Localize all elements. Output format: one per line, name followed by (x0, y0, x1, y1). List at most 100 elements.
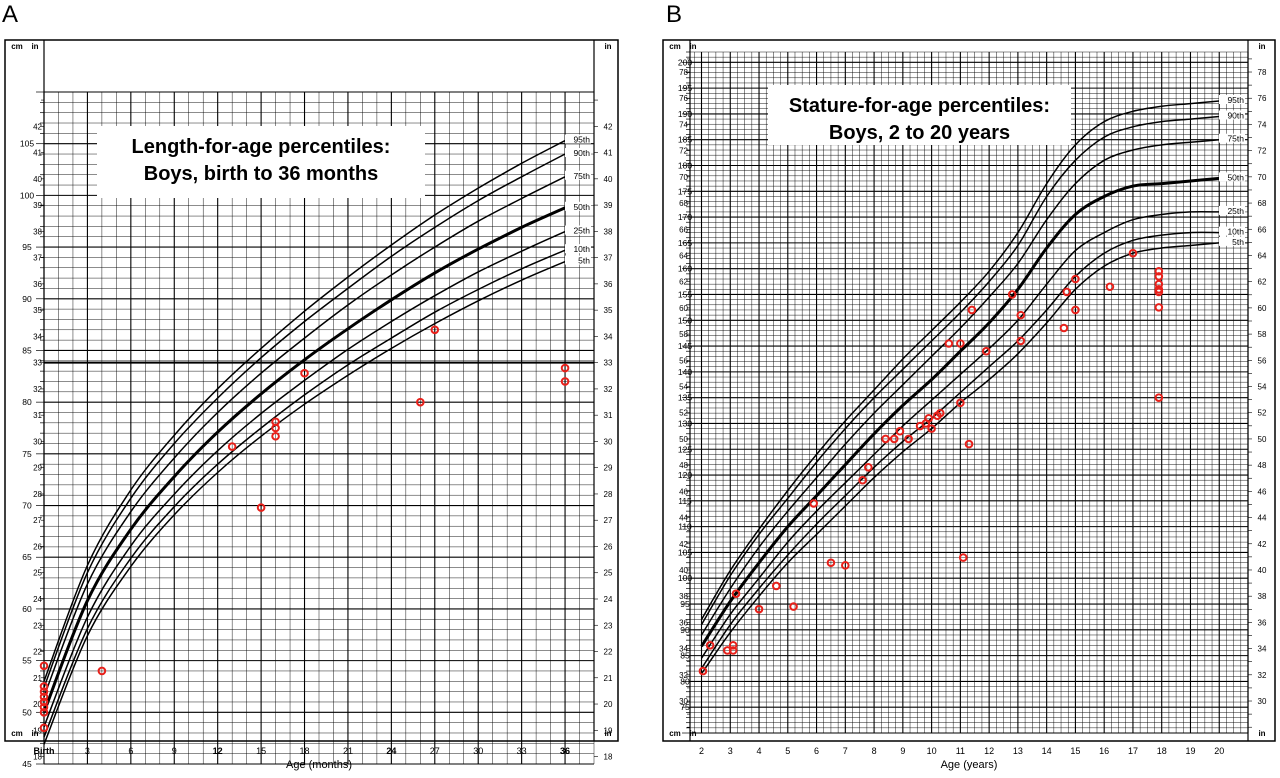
x-tick-label: 6 (128, 746, 133, 756)
chart-title-line: Stature-for-age percentiles: (789, 95, 1050, 117)
y-tick-label-cm: 65 (22, 552, 32, 562)
data-point (1154, 287, 1164, 297)
chart-title-line: Length-for-age percentiles: (132, 136, 391, 158)
percentile-label-bg (565, 255, 591, 265)
data-point (271, 431, 280, 441)
y-tick-label-in-left: 54 (679, 383, 688, 392)
x-tick-label: 36 (560, 746, 570, 756)
y-tick-label-in-left: 56 (679, 356, 688, 365)
x-tick-label: 13 (1013, 746, 1023, 756)
x-tick-label: 5 (785, 746, 790, 756)
y-tick-label-in-right: 70 (1258, 173, 1267, 182)
data-point (881, 434, 890, 444)
y-tick-label-in-left: 26 (33, 542, 42, 551)
percentile-curve-75th (43, 176, 566, 698)
y-tick-label-in-left: 42 (33, 122, 42, 131)
y-tick-label-in-left: 19 (33, 726, 42, 735)
percentile-curve-90th (700, 115, 1220, 626)
percentile-label-bg (1219, 95, 1245, 105)
y-tick-label-cm: 50 (22, 707, 32, 717)
x-axis-label: Age (years) (941, 759, 998, 771)
y-tick-label-in-right: 38 (1258, 592, 1267, 601)
y-tick-label-in-left: 46 (679, 487, 688, 496)
percentile-label-90th: 90th (573, 148, 590, 158)
percentile-label-75th: 75th (573, 171, 590, 181)
y-tick-label-in-left: 27 (33, 516, 42, 525)
y-tick-label-cm: 105 (20, 139, 34, 149)
unit-label-in-right-bottom: in (604, 729, 611, 738)
y-tick-label-in-right: 78 (1258, 68, 1267, 77)
unit-label-in-top: in (689, 42, 696, 51)
y-tick-label-in-left: 40 (33, 175, 42, 184)
unit-label-cm-bottom: cm (669, 729, 681, 738)
percentile-label-95th: 95th (1227, 95, 1244, 105)
data-point (858, 475, 867, 485)
y-tick-label-in-left: 76 (679, 94, 688, 103)
y-tick-label-in-right: 48 (1258, 461, 1267, 470)
data-point (1016, 310, 1026, 320)
y-tick-label-in-right: 37 (604, 254, 613, 263)
unit-label-in-bottom: in (31, 729, 38, 738)
percentile-label-10th: 10th (1227, 227, 1244, 237)
data-point (754, 604, 764, 614)
y-tick-label-in-left: 30 (33, 437, 42, 446)
data-point (416, 397, 425, 407)
y-tick-label-cm: 60 (22, 604, 32, 614)
data-point (935, 408, 945, 418)
y-tick-label-in-right: 33 (604, 359, 613, 368)
y-tick-label-cm: 45 (22, 759, 32, 769)
y-tick-label-in-right: 72 (1258, 147, 1267, 156)
data-point (841, 561, 850, 570)
data-point (560, 377, 570, 386)
data-point (39, 692, 49, 702)
y-tick-label-in-left: 60 (679, 304, 688, 313)
percentile-label-25th: 25th (1227, 206, 1244, 216)
percentile-label-50th: 50th (573, 202, 590, 212)
data-point (1105, 282, 1115, 292)
y-tick-label-in-right: 58 (1258, 330, 1267, 339)
data-point (1154, 266, 1164, 276)
data-point (300, 368, 309, 378)
x-tick-label: 18 (1157, 746, 1167, 756)
y-tick-label-in-left: 36 (679, 618, 688, 627)
y-tick-label-in-left: 22 (33, 648, 42, 657)
y-tick-label-cm: 70 (22, 501, 32, 511)
data-point (728, 646, 738, 655)
y-tick-label-in-left: 41 (33, 149, 42, 158)
y-tick-label-in-left: 74 (679, 120, 688, 129)
title-box (97, 126, 425, 198)
y-tick-label-in-left: 20 (33, 700, 42, 709)
data-point (256, 503, 266, 512)
y-tick-label-in-right: 34 (604, 332, 613, 341)
data-point (895, 426, 905, 436)
data-point (39, 723, 49, 733)
chart-title-line: Boys, 2 to 20 years (829, 122, 1010, 144)
x-tick-label: 15 (1070, 746, 1080, 756)
x-tick-label: 16 (1099, 746, 1109, 756)
y-tick-label-in-left: 30 (679, 697, 688, 706)
chart-panel-b: B758085909510010511011512012513013514014… (662, 1, 1276, 771)
y-tick-label-in-right: 31 (604, 411, 613, 420)
y-tick-label-in-left: 28 (33, 490, 42, 499)
grid (690, 51, 1249, 734)
data-point (1154, 303, 1164, 312)
data-point (771, 581, 781, 591)
chart-panel-a: A455055606570758085909510010517171818191… (2, 1, 619, 771)
x-tick-label: 33 (517, 746, 527, 756)
y-tick-label-in-left: 42 (679, 540, 688, 549)
percentile-label-90th: 90th (1227, 110, 1244, 120)
percentile-curve-5th (700, 242, 1220, 675)
data-point (728, 640, 738, 650)
unit-label-cm-top: cm (11, 42, 23, 51)
y-tick-label-in-left: 78 (679, 68, 688, 77)
data-point (97, 666, 107, 676)
data-point (227, 442, 237, 451)
y-tick-label-in-right: 62 (1258, 278, 1267, 287)
unit-label-in-right-top: in (604, 42, 611, 51)
y-tick-label-in-left: 34 (679, 645, 688, 654)
x-tick-label: 27 (430, 746, 440, 756)
y-tick-label-in-right: 26 (604, 542, 613, 551)
x-tick-label: 3 (728, 746, 733, 756)
data-point (956, 398, 965, 408)
data-point (698, 666, 708, 676)
